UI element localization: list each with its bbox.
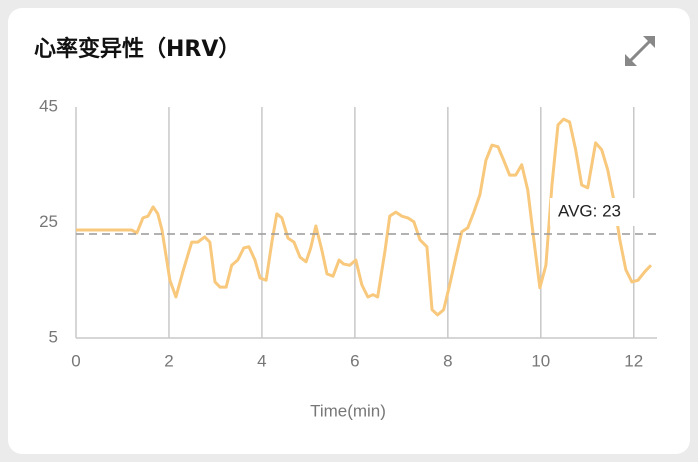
chart-title: 心率变异性（HRV）	[34, 36, 240, 62]
y-tick-label: 25	[39, 212, 58, 231]
y-tick-label: 45	[39, 96, 58, 115]
x-tick-label: 12	[624, 351, 643, 370]
x-tick-label: 4	[257, 351, 266, 370]
x-axis-label: Time(min)	[310, 401, 386, 420]
expand-icon[interactable]	[625, 36, 655, 66]
x-tick-label: 0	[71, 351, 80, 370]
card	[8, 8, 690, 454]
x-tick-label: 8	[443, 351, 452, 370]
average-label: AVG: 23	[558, 201, 621, 220]
x-tick-label: 10	[531, 351, 550, 370]
x-tick-label: 2	[164, 351, 173, 370]
line-series	[76, 117, 653, 317]
x-tick-label: 6	[350, 351, 359, 370]
average-label-bg	[550, 198, 644, 226]
y-tick-label: 5	[49, 327, 58, 346]
